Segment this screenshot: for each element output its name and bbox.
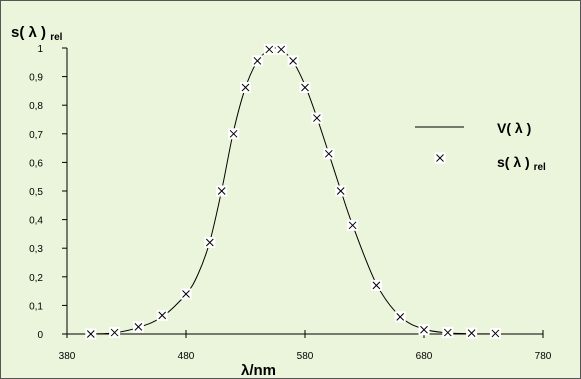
legend: V( λ ) s( λ ) rel <box>415 120 546 173</box>
data-point-marker <box>311 112 323 124</box>
data-point-marker <box>228 128 240 140</box>
data-point-marker <box>442 327 454 339</box>
data-point-marker <box>180 288 192 300</box>
legend-marker-swatch <box>434 152 446 164</box>
y-tick-label: 0,6 <box>29 158 43 169</box>
data-point-marker <box>347 219 359 231</box>
y-tick-label: 1 <box>37 44 43 55</box>
y-tick-label: 0,3 <box>29 244 43 255</box>
x-ticks: 380 480 580 680 780 <box>59 330 552 362</box>
data-point-marker <box>489 327 501 339</box>
data-point-marker <box>156 309 168 321</box>
data-point-marker <box>434 152 446 164</box>
data-point-marker <box>466 327 478 339</box>
data-point-marker <box>85 328 97 340</box>
y-ticks: 0 0,1 0,2 0,3 0,4 0,5 0,6 0,7 0,8 0,9 1 <box>29 44 67 341</box>
y-tick-label: 0,9 <box>29 73 43 84</box>
y-axis-title: s( λ ) rel <box>11 24 63 43</box>
data-point-marker <box>323 148 335 160</box>
data-point-marker <box>132 321 144 333</box>
data-point-marker <box>418 324 430 336</box>
data-point-marker <box>370 279 382 291</box>
y-tick-label: 0,7 <box>29 130 43 141</box>
x-tick-label: 780 <box>535 351 552 362</box>
data-point-marker <box>263 43 275 55</box>
y-tick-label: 0,4 <box>29 216 43 227</box>
y-tick-label: 0,8 <box>29 101 43 112</box>
legend-label-s-rel: s( λ ) rel <box>497 154 546 173</box>
x-tick-label: 680 <box>416 351 433 362</box>
legend-label-v-lambda: V( λ ) <box>497 120 531 136</box>
x-axis-title: λ/nm <box>241 362 276 378</box>
y-tick-label: 0 <box>37 330 43 341</box>
x-tick-label: 580 <box>297 351 314 362</box>
y-axis-title-main: s( λ ) <box>11 24 46 41</box>
y-tick-label: 0,2 <box>29 273 43 284</box>
x-tick-label: 480 <box>178 351 195 362</box>
y-tick-label: 0,1 <box>29 301 43 312</box>
data-point-marker <box>240 81 251 93</box>
data-point-marker <box>204 236 216 248</box>
y-tick-label: 0,5 <box>29 187 43 198</box>
data-point-marker <box>275 43 287 55</box>
legend-label-s-rel-sub: rel <box>534 162 546 173</box>
legend-label-s-rel-main: s( λ ) <box>497 154 530 170</box>
data-point-marker <box>394 311 406 323</box>
s-rel-markers <box>85 43 501 340</box>
data-point-marker <box>216 185 228 197</box>
data-point-marker <box>299 81 311 93</box>
data-point-marker <box>109 327 121 339</box>
y-axis-title-sub: rel <box>50 32 62 43</box>
data-point-marker <box>335 185 347 197</box>
x-tick-label: 380 <box>59 351 76 362</box>
data-point-marker <box>287 55 299 67</box>
data-point-marker <box>251 55 263 67</box>
